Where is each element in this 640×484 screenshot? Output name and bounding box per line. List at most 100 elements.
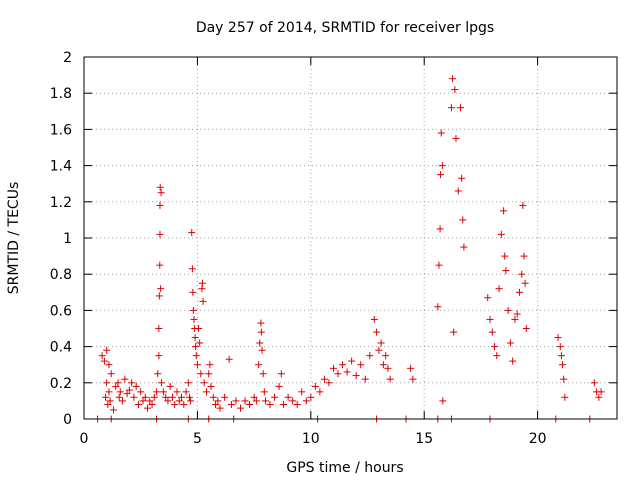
data-point bbox=[554, 334, 562, 342]
x-axis-label: GPS time / hours bbox=[286, 460, 403, 476]
data-point bbox=[171, 401, 179, 409]
data-point bbox=[119, 397, 127, 405]
data-point bbox=[198, 279, 206, 287]
data-point bbox=[109, 406, 117, 414]
data-point bbox=[502, 267, 510, 275]
data-point bbox=[375, 346, 383, 354]
data-point bbox=[123, 390, 131, 398]
data-point bbox=[192, 352, 200, 360]
data-point bbox=[382, 352, 390, 360]
data-point bbox=[137, 388, 145, 396]
data-point bbox=[559, 361, 567, 369]
data-point bbox=[105, 361, 113, 369]
data-point bbox=[509, 357, 517, 365]
data-point bbox=[452, 134, 460, 142]
data-point bbox=[202, 388, 210, 396]
data-point bbox=[501, 252, 509, 260]
data-point bbox=[513, 310, 521, 318]
data-point bbox=[187, 397, 195, 405]
data-points bbox=[94, 75, 605, 423]
data-point bbox=[257, 319, 265, 327]
data-point bbox=[435, 261, 443, 269]
data-point bbox=[457, 104, 465, 112]
data-point bbox=[307, 393, 315, 401]
data-point bbox=[199, 297, 207, 305]
data-point bbox=[557, 352, 565, 360]
data-point bbox=[184, 379, 192, 387]
x-tick-label: 15 bbox=[415, 431, 433, 447]
data-point bbox=[144, 404, 152, 412]
x-tick-label: 5 bbox=[193, 431, 202, 447]
data-point bbox=[150, 393, 158, 401]
data-point bbox=[250, 393, 258, 401]
data-point bbox=[407, 364, 415, 372]
data-point bbox=[450, 328, 458, 336]
data-point bbox=[155, 352, 163, 360]
y-tick-label: 0.4 bbox=[50, 340, 72, 356]
data-point bbox=[348, 357, 356, 365]
data-point bbox=[260, 388, 268, 396]
data-point bbox=[188, 229, 196, 237]
data-point bbox=[329, 364, 337, 372]
data-point bbox=[491, 343, 499, 351]
data-point bbox=[115, 393, 123, 401]
data-point bbox=[271, 393, 279, 401]
data-point bbox=[506, 339, 514, 347]
data-point bbox=[236, 404, 244, 412]
data-point bbox=[189, 288, 197, 296]
data-point bbox=[155, 292, 163, 300]
data-point bbox=[520, 252, 528, 260]
data-point bbox=[325, 379, 333, 387]
data-point bbox=[277, 370, 285, 378]
y-tick-label: 1.6 bbox=[50, 122, 72, 138]
data-point bbox=[216, 404, 224, 412]
data-point bbox=[139, 397, 147, 405]
y-tick-label: 0.6 bbox=[50, 303, 72, 319]
data-point bbox=[386, 375, 394, 383]
data-point bbox=[459, 216, 467, 224]
data-point bbox=[454, 187, 462, 195]
data-point bbox=[361, 375, 369, 383]
data-point bbox=[214, 397, 222, 405]
data-point bbox=[158, 379, 166, 387]
data-point bbox=[107, 370, 115, 378]
data-point bbox=[193, 361, 201, 369]
data-point bbox=[189, 306, 197, 314]
data-point bbox=[316, 388, 324, 396]
data-point bbox=[259, 370, 267, 378]
data-point bbox=[121, 375, 129, 383]
data-point bbox=[370, 315, 378, 323]
y-axis-label: SRMTID / TECUs bbox=[6, 182, 22, 295]
data-point bbox=[191, 334, 199, 342]
data-point bbox=[141, 393, 149, 401]
data-point bbox=[105, 388, 113, 396]
data-point bbox=[511, 315, 519, 323]
data-point bbox=[379, 361, 387, 369]
y-tick-label: 1.4 bbox=[50, 159, 72, 175]
data-point bbox=[518, 270, 526, 278]
data-point bbox=[227, 401, 235, 409]
data-point bbox=[114, 379, 122, 387]
data-point bbox=[484, 294, 492, 302]
data-point bbox=[339, 361, 347, 369]
data-point bbox=[156, 183, 164, 191]
data-point bbox=[439, 397, 447, 405]
data-point bbox=[168, 393, 176, 401]
y-tick-label: 0 bbox=[63, 412, 72, 428]
data-point bbox=[334, 370, 342, 378]
data-point bbox=[486, 315, 494, 323]
y-tick-label: 0.2 bbox=[50, 376, 72, 392]
data-point bbox=[162, 393, 170, 401]
data-point bbox=[255, 361, 263, 369]
data-point bbox=[221, 393, 229, 401]
data-point bbox=[293, 401, 301, 409]
data-point bbox=[561, 393, 569, 401]
data-point bbox=[500, 207, 508, 215]
data-point bbox=[590, 379, 598, 387]
data-point bbox=[116, 388, 124, 396]
x-tick-label: 0 bbox=[80, 431, 89, 447]
data-point bbox=[130, 393, 138, 401]
data-point bbox=[357, 361, 365, 369]
data-point bbox=[320, 375, 328, 383]
